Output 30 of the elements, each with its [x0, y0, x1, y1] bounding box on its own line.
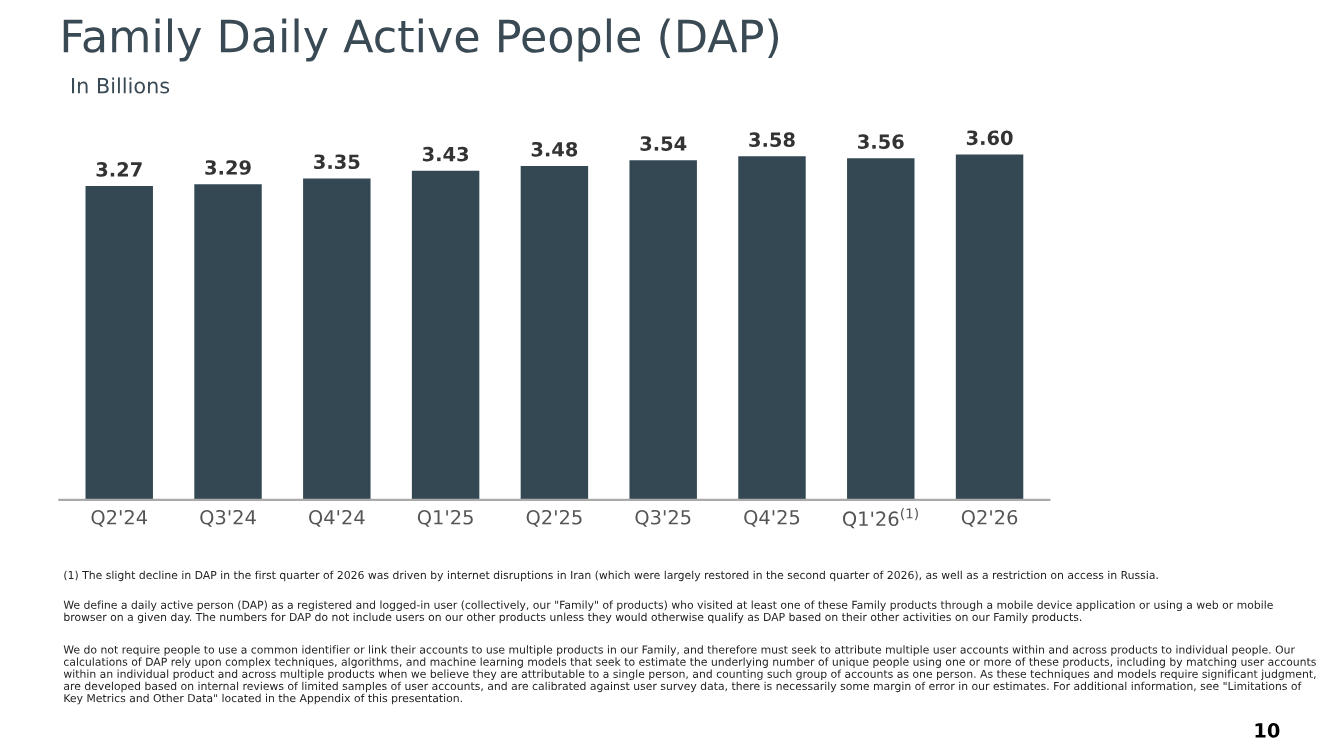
data-label: 3.60: [966, 130, 1013, 146]
x-tick-label: Q2'26: [961, 509, 1018, 527]
bar: [194, 184, 262, 500]
data-label: 3.48: [531, 141, 578, 157]
chart-subtitle: In Billions: [72, 77, 170, 94]
data-label: 3.58: [749, 132, 795, 148]
bar: [847, 158, 915, 500]
x-tick-label: Q3'25: [635, 509, 691, 527]
bar: [411, 170, 480, 500]
data-label: 3.29: [205, 160, 251, 175]
x-tick-label: Q1'25: [417, 509, 473, 527]
x-tick-label: Q2'25: [526, 509, 582, 527]
data-label: 3.56: [858, 134, 904, 149]
data-label: 3.54: [640, 136, 687, 151]
data-label: 3.43: [422, 146, 469, 162]
x-tick-label: Q2'24: [91, 509, 148, 527]
bar: [303, 178, 371, 500]
x-tick-label: Q1'26$^{(1)}$: [842, 508, 918, 529]
data-label: 3.27: [96, 162, 142, 177]
bar: [85, 186, 153, 500]
text: 10: [1255, 723, 1280, 738]
x-tick-label: Q4'24: [309, 509, 365, 527]
bar: [520, 165, 589, 500]
bar: [738, 156, 806, 500]
x-tick-label: Q3'24: [200, 509, 256, 527]
chart-title: Family Daily Active People (DAP): [63, 18, 779, 62]
data-label: 3.35: [314, 154, 360, 170]
x-tick-label: Q4'25: [744, 509, 800, 527]
bar: [629, 160, 697, 500]
bar: [955, 154, 1024, 500]
